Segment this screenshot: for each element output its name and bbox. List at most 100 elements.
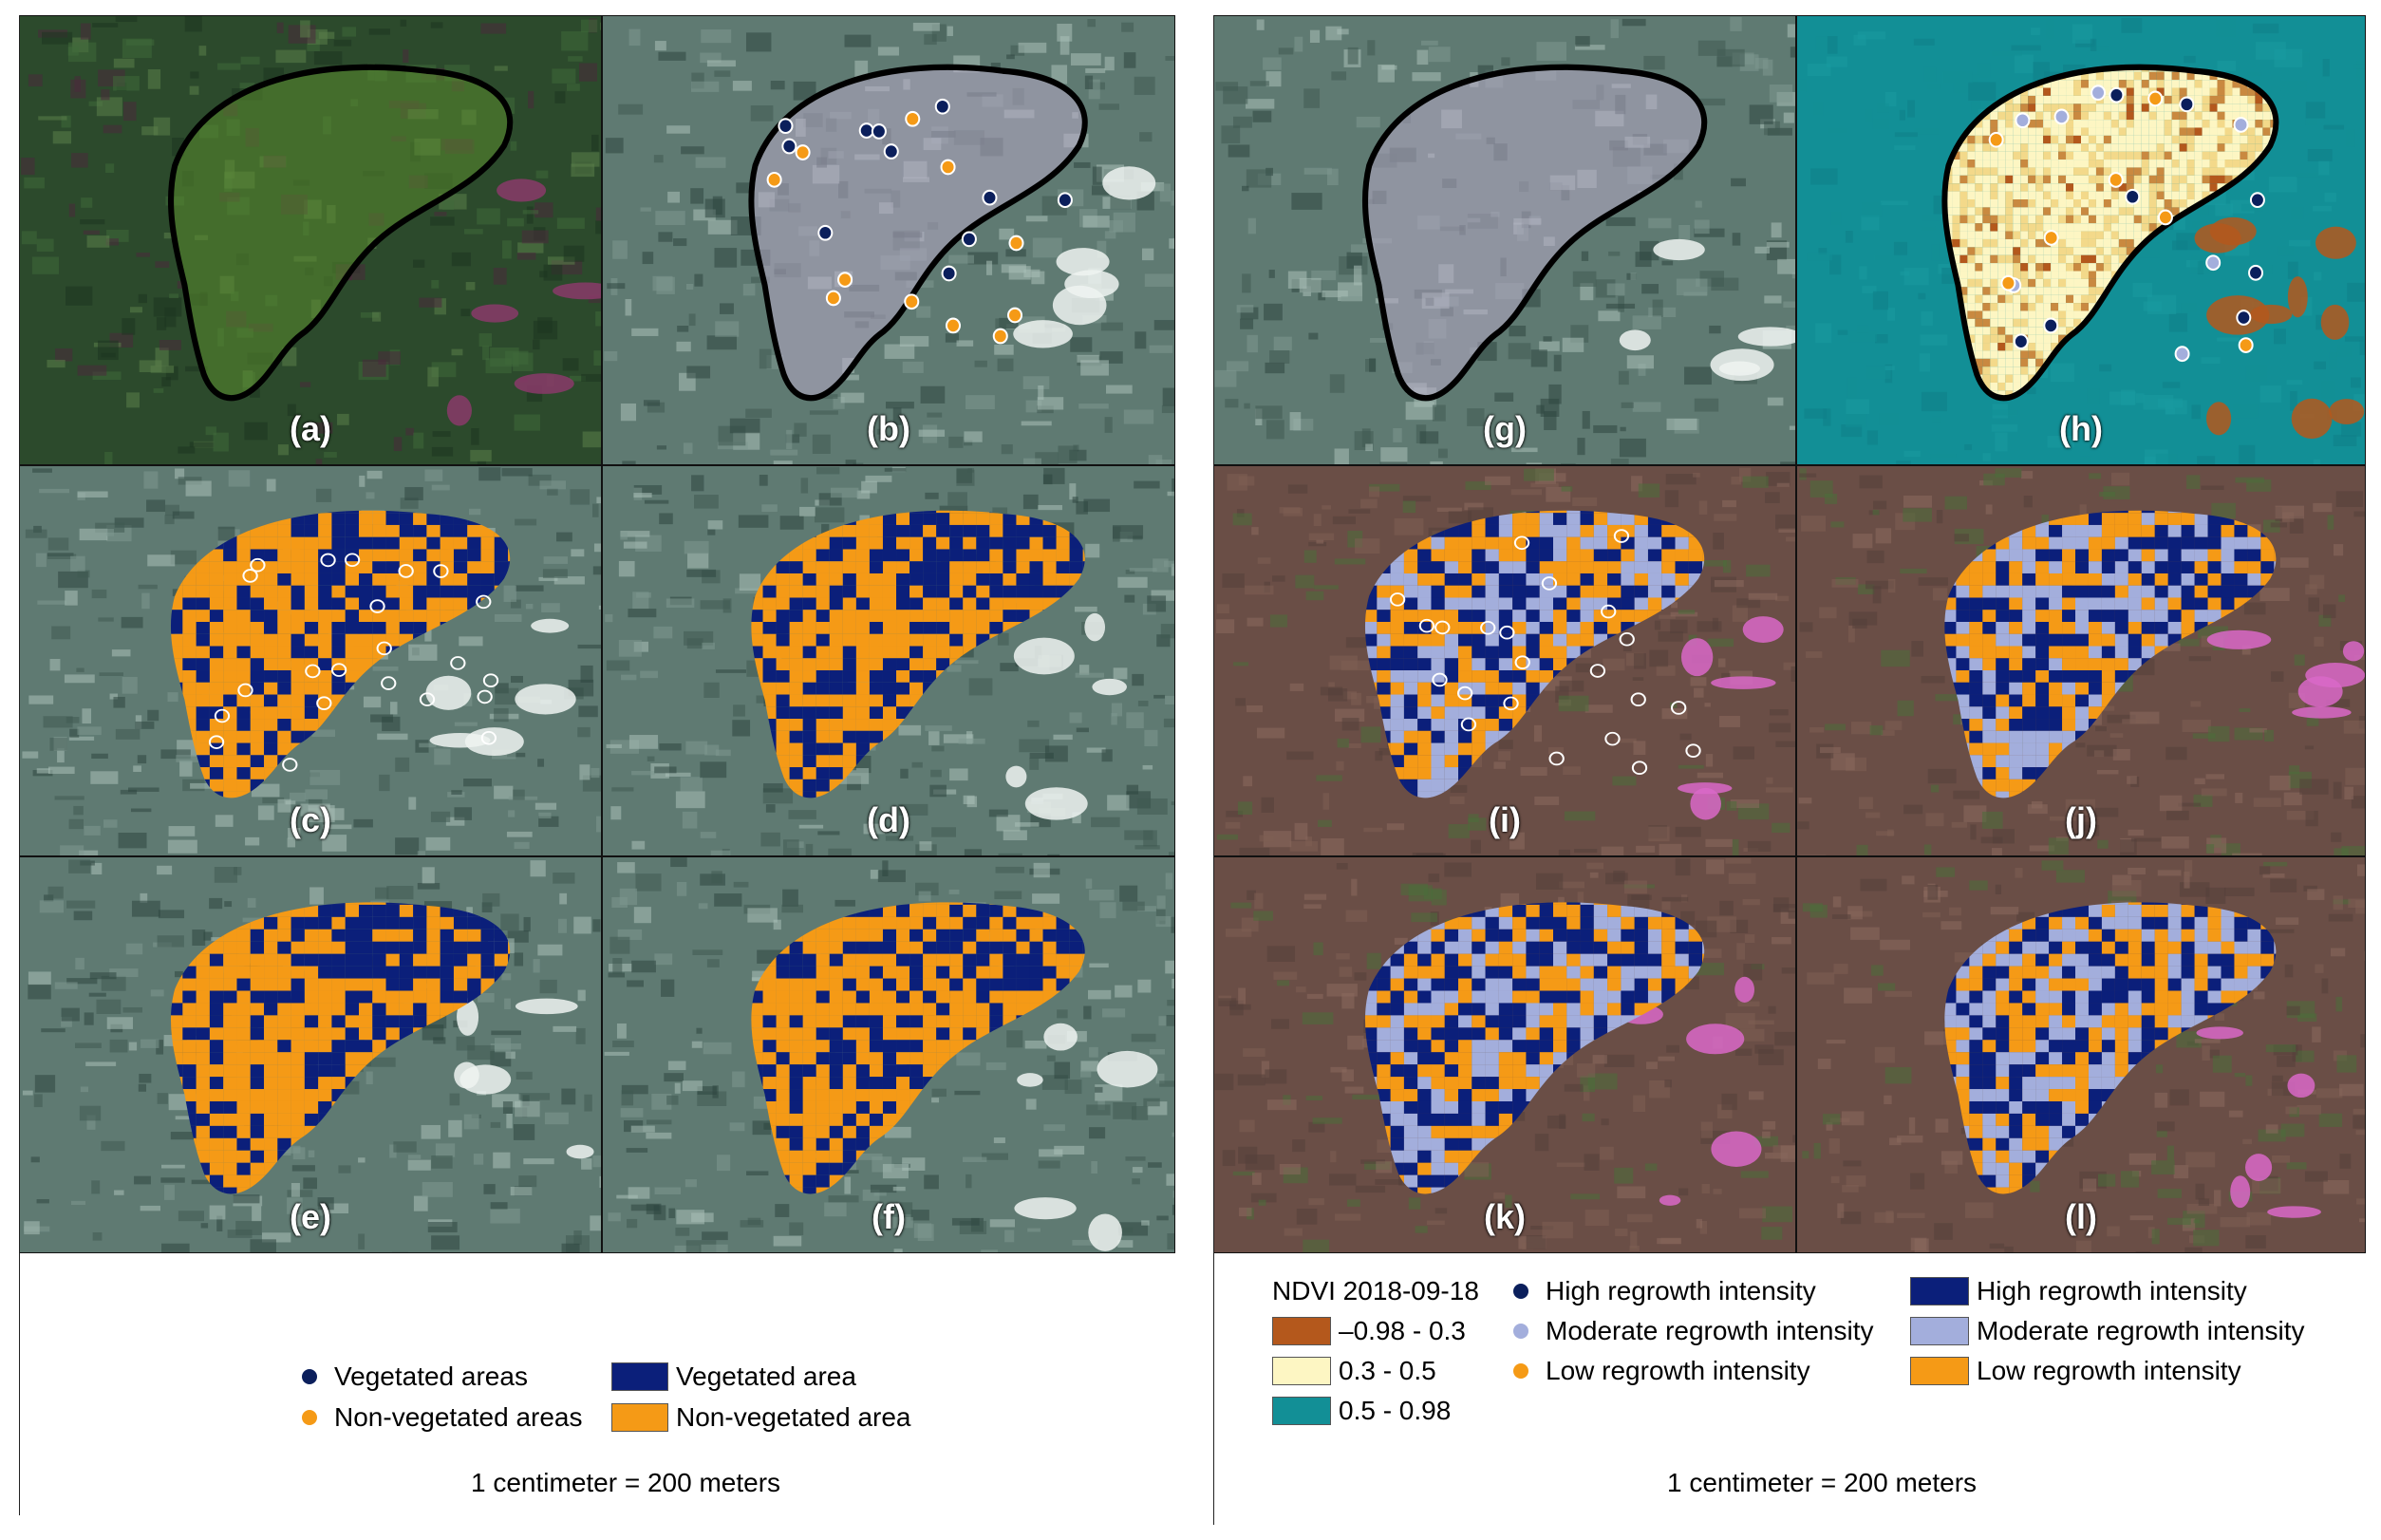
burn-area-fill — [170, 66, 511, 399]
ndvi-swatch-low — [1272, 1317, 1331, 1345]
legend-swatch-moderate — [1910, 1317, 1969, 1345]
map-panel-g: (g) — [1213, 15, 1796, 465]
map-panel-d: (d) — [602, 465, 1175, 856]
sample-points — [1389, 529, 1701, 775]
map-image-k — [1214, 857, 1795, 1252]
map-panel-j: (j) — [1796, 465, 2366, 856]
legend-swatch-nonvegetated — [611, 1403, 668, 1432]
ndvi-swatch-high — [1272, 1397, 1331, 1425]
legend-swatch-vegetated — [611, 1362, 668, 1391]
ndvi-class-1: –0.98 - 0.3 — [1272, 1316, 1466, 1346]
left-frame-line — [19, 15, 20, 1515]
map-panel-i: (i) — [1213, 465, 1796, 856]
legend-area-low-label: Low regrowth intensity — [1977, 1356, 2241, 1385]
legend-swatch-high — [1910, 1277, 1969, 1305]
bright-patches — [454, 998, 594, 1159]
legend-point-moderate: Moderate regrowth intensity — [1513, 1316, 1874, 1346]
map-image-j — [1797, 466, 2365, 855]
legend-label-vegetated-points: Vegetated areas — [334, 1362, 528, 1391]
sample-points — [1988, 85, 2265, 363]
bright-patches — [1678, 616, 1784, 820]
burn-area-fill — [751, 66, 1085, 399]
ndvi-class-1-label: –0.98 - 0.3 — [1339, 1316, 1466, 1345]
sample-points — [766, 98, 1073, 345]
legend-dot-low — [1513, 1363, 1528, 1379]
legend-item-nonvegetated-points: Non-vegetated areas — [302, 1402, 583, 1433]
legend-area-high-label: High regrowth intensity — [1977, 1276, 2247, 1305]
legend-point-high: High regrowth intensity — [1513, 1276, 1816, 1306]
legend-area-moderate: Moderate regrowth intensity — [1910, 1316, 2305, 1346]
panel-label-g: (g) — [1483, 409, 1527, 448]
panel-label-j: (j) — [2065, 800, 2097, 839]
map-image-i — [1214, 466, 1795, 855]
bright-patches — [1005, 612, 1127, 820]
map-image-a — [20, 16, 601, 464]
legend-dot-nonvegetated — [302, 1410, 317, 1425]
legend-label-nonvegetated-area: Non-vegetated area — [676, 1402, 911, 1432]
panel-label-d: (d) — [867, 800, 910, 839]
map-panel-k: (k) — [1213, 856, 1796, 1253]
map-panel-h: (h) — [1796, 15, 2366, 465]
panel-label-i: (i) — [1489, 800, 1521, 839]
legend-point-low-label: Low regrowth intensity — [1546, 1356, 1810, 1385]
map-panel-l: (l) — [1796, 856, 2366, 1253]
bright-patches — [2206, 629, 2365, 719]
legend-dot-high — [1513, 1284, 1528, 1299]
map-panel-c: (c) — [19, 465, 602, 856]
scale-text-right: 1 centimeter = 200 meters — [1667, 1468, 1978, 1497]
panel-label-f: (f) — [872, 1197, 906, 1236]
bright-patches — [1013, 166, 1156, 348]
legend-area-low: Low regrowth intensity — [1910, 1356, 2241, 1386]
bright-patches — [1619, 238, 1795, 382]
legend-area-moderate-label: Moderate regrowth intensity — [1977, 1316, 2305, 1345]
ndvi-legend-title: NDVI 2018-09-18 — [1272, 1276, 1479, 1305]
burn-outline — [1361, 64, 1708, 402]
ndvi-swatch-mid — [1272, 1357, 1331, 1385]
bright-patches — [2194, 216, 2365, 440]
map-image-l — [1797, 857, 2365, 1252]
map-panel-f: (f) — [602, 856, 1175, 1253]
legend-dot-moderate — [1513, 1324, 1528, 1339]
scale-text-left: 1 centimeter = 200 meters — [471, 1468, 781, 1497]
panel-label-b: (b) — [867, 409, 910, 448]
panel-label-l: (l) — [2065, 1197, 2097, 1236]
panel-label-c: (c) — [290, 800, 331, 839]
burn-outline — [1941, 64, 2279, 402]
burn-outline — [167, 64, 514, 402]
bright-patches — [2196, 1026, 2321, 1218]
bright-patches — [1014, 1023, 1158, 1251]
ndvi-class-2-label: 0.3 - 0.5 — [1339, 1356, 1436, 1385]
panel-label-a: (a) — [290, 409, 331, 448]
ndvi-class-2: 0.3 - 0.5 — [1272, 1356, 1436, 1386]
ndvi-class-3: 0.5 - 0.98 — [1272, 1396, 1451, 1426]
map-panel-b: (b) — [602, 15, 1175, 465]
map-image-h — [1797, 16, 2365, 464]
panel-label-h: (h) — [2059, 409, 2103, 448]
map-image-f — [603, 857, 1174, 1252]
burn-area-fill — [1364, 66, 1705, 399]
map-image-c — [20, 466, 601, 855]
sample-points — [208, 553, 499, 772]
map-image-g — [1214, 16, 1795, 464]
map-image-d — [603, 466, 1174, 855]
map-panel-a: (a) — [19, 15, 602, 465]
burn-outline — [748, 64, 1088, 402]
legend-label-nonvegetated-points: Non-vegetated areas — [334, 1402, 583, 1432]
legend-dot-vegetated — [302, 1369, 317, 1384]
legend-swatch-low — [1910, 1357, 1969, 1385]
legend-point-low: Low regrowth intensity — [1513, 1356, 1810, 1386]
legend-item-nonvegetated-area: Non-vegetated area — [611, 1402, 911, 1433]
legend-area-high: High regrowth intensity — [1910, 1276, 2247, 1306]
ndvi-class-3-label: 0.5 - 0.98 — [1339, 1396, 1452, 1425]
legend-point-moderate-label: Moderate regrowth intensity — [1546, 1316, 1874, 1345]
map-image-e — [20, 857, 601, 1252]
legend-point-high-label: High regrowth intensity — [1546, 1276, 1816, 1305]
bright-patches — [446, 178, 601, 426]
legend-item-vegetated-points: Vegetated areas — [302, 1362, 528, 1392]
map-panel-e: (e) — [19, 856, 602, 1253]
legend-label-vegetated-area: Vegetated area — [676, 1362, 856, 1391]
panel-label-k: (k) — [1484, 1197, 1526, 1236]
panel-label-e: (e) — [290, 1197, 331, 1236]
center-divider-line — [1213, 15, 1214, 1525]
legend-item-vegetated-area: Vegetated area — [611, 1362, 856, 1392]
